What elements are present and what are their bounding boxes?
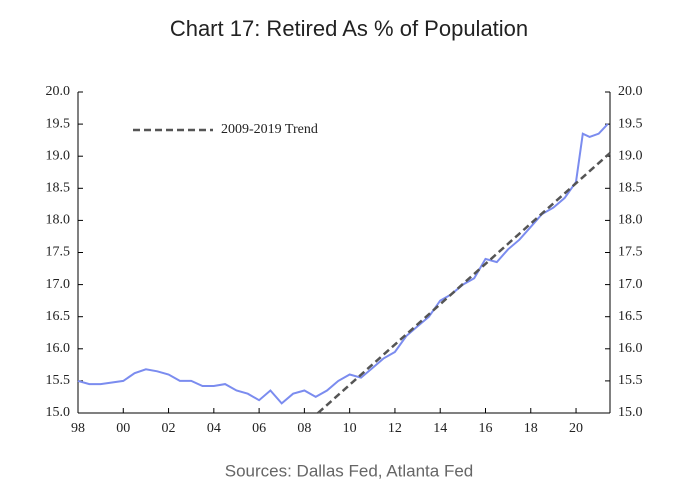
y2-tick-label: 16.0 [618,341,643,356]
y-tick-label: 17.5 [46,245,71,260]
y-tick-label: 20.0 [46,84,71,99]
y-tick-label: 18.5 [46,181,71,196]
trend-line [317,152,611,414]
source-note: Sources: Dallas Fed, Atlanta Fed [225,461,474,480]
x-tick-label: 12 [388,421,402,436]
y2-tick-label: 15.5 [618,373,643,388]
y-tick-label: 15.5 [46,373,71,388]
y-tick-label: 19.5 [46,116,71,131]
chart-title: Chart 17: Retired As % of Population [170,16,528,41]
y2-tick-label: 19.0 [618,148,643,163]
y-tick-label: 19.0 [46,148,71,163]
x-tick-label: 08 [297,421,311,436]
y2-tick-label: 16.5 [618,309,643,324]
x-tick-label: 98 [71,421,85,436]
y2-tick-label: 20.0 [618,84,643,99]
y-tick-label: 18.0 [46,213,71,228]
y2-tick-label: 17.5 [618,245,643,260]
x-tick-label: 20 [569,421,583,436]
data-line [77,123,609,405]
y-tick-label: 16.0 [46,341,71,356]
y2-tick-label: 19.5 [618,116,643,131]
x-tick-label: 04 [207,421,221,436]
y2-tick-label: 17.0 [618,277,643,292]
y2-tick-label: 18.5 [618,181,643,196]
x-tick-label: 10 [343,421,357,436]
legend-label: 2009-2019 Trend [221,122,318,137]
x-tick-label: 02 [162,421,176,436]
y2-tick-label: 18.0 [618,213,643,228]
x-tick-label: 16 [478,421,492,436]
y-tick-label: 17.0 [46,277,71,292]
y2-tick-label: 15.0 [618,405,643,420]
y-tick-label: 15.0 [46,405,71,420]
x-tick-label: 00 [116,421,130,436]
x-tick-label: 14 [433,421,447,436]
x-tick-label: 06 [252,421,266,436]
x-tick-label: 18 [524,421,538,436]
y-tick-label: 16.5 [46,309,71,324]
